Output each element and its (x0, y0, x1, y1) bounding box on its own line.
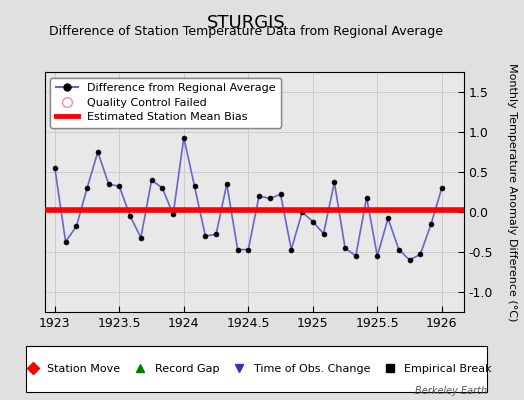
Text: Difference of Station Temperature Data from Regional Average: Difference of Station Temperature Data f… (49, 25, 443, 38)
FancyBboxPatch shape (26, 346, 487, 392)
Text: STURGIS: STURGIS (207, 14, 286, 32)
Legend: Station Move, Record Gap, Time of Obs. Change, Empirical Break: Station Move, Record Gap, Time of Obs. C… (17, 360, 497, 378)
Text: Berkeley Earth: Berkeley Earth (415, 386, 487, 396)
Y-axis label: Monthly Temperature Anomaly Difference (°C): Monthly Temperature Anomaly Difference (… (507, 63, 517, 321)
Legend: Difference from Regional Average, Quality Control Failed, Estimated Station Mean: Difference from Regional Average, Qualit… (50, 78, 281, 128)
